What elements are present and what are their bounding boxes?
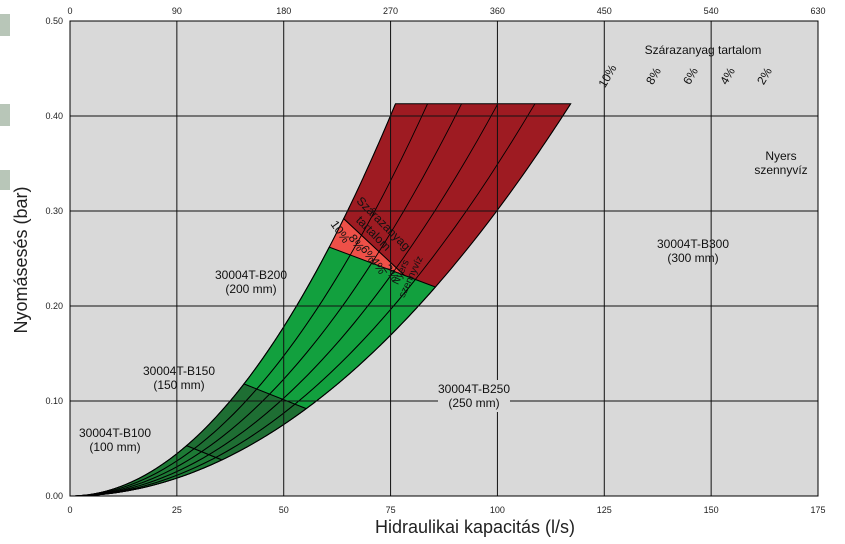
svg-text:(300 mm): (300 mm) bbox=[667, 251, 718, 265]
label-b150: 30004T-B150 (150 mm) bbox=[143, 364, 215, 392]
x2-tick-label: 270 bbox=[383, 6, 398, 16]
x-axis-title: Hidraulikai kapacitás (l/s) bbox=[375, 517, 575, 537]
x-tick-label: 25 bbox=[172, 505, 182, 515]
left-edge-strip bbox=[0, 170, 10, 190]
y-tick-label: 0.50 bbox=[45, 16, 63, 26]
svg-text:30004T-B300: 30004T-B300 bbox=[657, 237, 729, 251]
svg-text:szennyvíz: szennyvíz bbox=[754, 163, 807, 177]
left-edge-strip bbox=[0, 104, 10, 126]
svg-text:30004T-B200: 30004T-B200 bbox=[215, 268, 287, 282]
x-tick-label: 75 bbox=[386, 505, 396, 515]
solids-curves bbox=[75, 103, 572, 497]
x-axis-ticks: 0 25 50 75 100 125 150 175 bbox=[67, 505, 825, 515]
label-b100: 30004T-B100 (100 mm) bbox=[79, 426, 151, 454]
curve-red-Nyers szennyvíz bbox=[77, 103, 572, 497]
x2-tick-label: 630 bbox=[810, 6, 825, 16]
label-b250: 30004T-B250 (250 mm) bbox=[438, 380, 510, 412]
x-tick-label: 125 bbox=[597, 505, 612, 515]
x-tick-label: 0 bbox=[67, 505, 72, 515]
curve-red-8% bbox=[75, 103, 429, 497]
x2-tick-label: 450 bbox=[597, 6, 612, 16]
y-tick-label: 0.20 bbox=[45, 301, 63, 311]
curve-red-10% bbox=[75, 103, 396, 497]
y-axis-title: Nyomásesés (bar) bbox=[11, 186, 31, 333]
x2-tick-label: 90 bbox=[172, 6, 182, 16]
svg-text:(200 mm): (200 mm) bbox=[225, 282, 276, 296]
raw-label-large: Nyers szennyvíz bbox=[754, 149, 807, 177]
solids-title-large: Szárazanyag tartalom bbox=[645, 43, 762, 57]
label-b200: 30004T-B200 (200 mm) bbox=[215, 268, 287, 296]
curve-red-4% bbox=[76, 103, 499, 497]
y-tick-label: 0.40 bbox=[45, 111, 63, 121]
left-edge-strip bbox=[0, 14, 10, 36]
x2-axis-ticks: 0 90 180 270 360 450 540 630 bbox=[67, 6, 825, 16]
x-tick-label: 175 bbox=[810, 505, 825, 515]
x2-tick-label: 0 bbox=[67, 6, 72, 16]
x2-tick-label: 540 bbox=[704, 6, 719, 16]
label-b300: 30004T-B300 (300 mm) bbox=[657, 237, 729, 265]
svg-text:30004T-B250: 30004T-B250 bbox=[438, 382, 510, 396]
x-tick-label: 50 bbox=[279, 505, 289, 515]
svg-text:30004T-B150: 30004T-B150 bbox=[143, 364, 215, 378]
y-tick-label: 0.10 bbox=[45, 396, 63, 406]
curve-red-6% bbox=[76, 103, 463, 497]
svg-text:(100 mm): (100 mm) bbox=[89, 440, 140, 454]
svg-text:(250 mm): (250 mm) bbox=[448, 396, 499, 410]
y-tick-label: 0.00 bbox=[45, 491, 63, 501]
x2-tick-label: 360 bbox=[490, 6, 505, 16]
x-tick-label: 100 bbox=[490, 505, 505, 515]
svg-text:(150 mm): (150 mm) bbox=[153, 378, 204, 392]
y-axis-ticks: 0.00 0.10 0.20 0.30 0.40 0.50 bbox=[45, 16, 63, 501]
plot-frame bbox=[69, 20, 819, 497]
x-tick-label: 150 bbox=[704, 505, 719, 515]
svg-text:30004T-B100: 30004T-B100 bbox=[79, 426, 151, 440]
y-tick-label: 0.30 bbox=[45, 206, 63, 216]
svg-text:Nyers: Nyers bbox=[765, 149, 796, 163]
x2-tick-label: 180 bbox=[276, 6, 291, 16]
curve-red-2% bbox=[77, 103, 536, 497]
